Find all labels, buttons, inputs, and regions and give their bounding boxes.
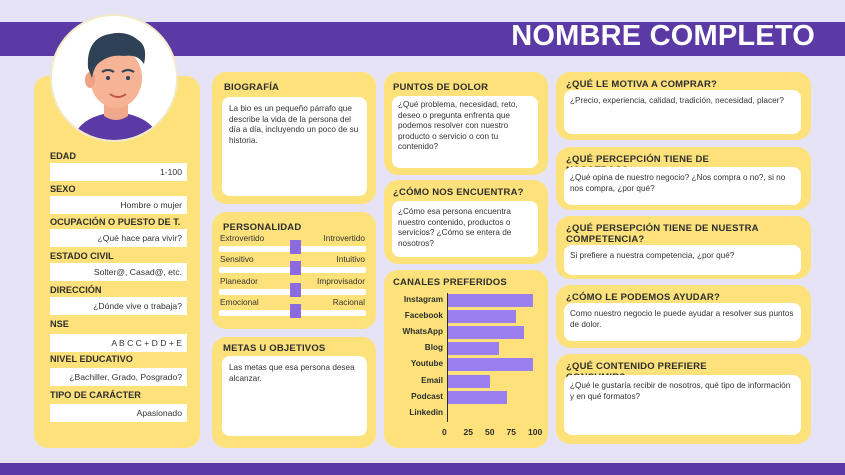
slider-marker bbox=[289, 261, 301, 275]
personality-slider: Emocional Racional bbox=[219, 297, 366, 318]
como-ayudar-text: Como nuestro negocio le puede ayudar a r… bbox=[570, 309, 794, 329]
biografia-box: La bio es un pequeño párrafo que describ… bbox=[222, 97, 367, 196]
page-title: NOMBRE COMPLETO bbox=[511, 20, 815, 52]
slider-marker bbox=[289, 304, 301, 318]
puntos-dolor-text: ¿Qué problema, necesidad, reto, deseo o … bbox=[398, 100, 518, 151]
contenido-consumir-box: ¿Qué le gustaría recibir de nosotros, qu… bbox=[564, 375, 801, 435]
field-label-sexo: SEXO bbox=[50, 184, 76, 194]
slider-left-label: Planeador bbox=[220, 276, 258, 286]
slider-right-label: Racional bbox=[332, 297, 365, 307]
percepcion-competencia-text: Si prefiere a nuestra competencia, ¿por … bbox=[570, 251, 735, 260]
footer-band bbox=[0, 463, 845, 475]
slider-marker bbox=[289, 283, 301, 297]
field-label-direccion: DIRECCIÓN bbox=[50, 285, 102, 295]
field-label-tipo-caracter: TIPO DE CARÁCTER bbox=[50, 390, 141, 400]
chart-x-tick-label: 100 bbox=[528, 427, 543, 437]
percepcion-competencia-title: ¿QUÉ PERSEPCIÓN TIENE DE NUESTRA COMPETE… bbox=[566, 223, 759, 245]
chart-bar bbox=[447, 310, 516, 324]
field-label-ocupacion: OCUPACIÓN O PUESTO DE T. bbox=[50, 217, 181, 227]
field-label-estado-civil: ESTADO CIVIL bbox=[50, 251, 114, 261]
slider-left-label: Emocional bbox=[220, 297, 259, 307]
como-encuentra-text: ¿Cómo esa persona encuentra nuestro cont… bbox=[398, 207, 512, 248]
personality-slider: Sensitivo Intuitivo bbox=[219, 254, 366, 275]
percepcion-nosotros-box: ¿Qué opina de nuestro negocio? ¿Nos comp… bbox=[564, 167, 801, 205]
avatar bbox=[50, 14, 178, 142]
como-encuentra-box: ¿Cómo esa persona encuentra nuestro cont… bbox=[392, 201, 538, 257]
chart-bar bbox=[447, 358, 533, 372]
biografia-text: La bio es un pequeño párrafo que describ… bbox=[229, 104, 359, 145]
chart-bar bbox=[447, 342, 499, 356]
field-value-edad: 1-100 bbox=[50, 163, 187, 181]
chart-x-tick-label: 50 bbox=[485, 427, 495, 437]
field-value-direccion: ¿Dónde vive o trabaja? bbox=[50, 297, 187, 315]
chart-x-tick-label: 25 bbox=[463, 427, 473, 437]
percepcion-competencia-box: Si prefiere a nuestra competencia, ¿por … bbox=[564, 245, 801, 275]
chart-bar bbox=[447, 390, 508, 404]
field-value-ocupacion: ¿Qué hace para vivir? bbox=[50, 229, 187, 247]
chart-x-tick-label: 75 bbox=[506, 427, 516, 437]
metas-title: METAS U OBJETIVOS bbox=[223, 343, 326, 354]
chart-category-label: Podcast bbox=[411, 391, 443, 401]
metas-text: Las metas que esa persona desea alcanzar… bbox=[229, 363, 355, 383]
biografia-title: BIOGRAFÍA bbox=[224, 82, 280, 93]
field-value-sexo: Hombre o mujer bbox=[50, 196, 187, 214]
field-value-estado-civil: Solter@, Casad@, etc. bbox=[50, 263, 187, 281]
personality-slider: Planeador Improvisador bbox=[219, 276, 366, 297]
chart-bar bbox=[447, 294, 533, 307]
metas-box: Las metas que esa persona desea alcanzar… bbox=[222, 356, 367, 436]
slider-right-label: Intuitivo bbox=[336, 254, 365, 264]
puntos-dolor-title: PUNTOS DE DOLOR bbox=[393, 82, 489, 93]
motiva-comprar-text: ¿Precio, experiencia, calidad, tradición… bbox=[570, 96, 784, 105]
chart-category-label: Youtube bbox=[410, 359, 443, 369]
field-value-nivel-educativo: ¿Bachiller, Grado, Posgrado? bbox=[50, 368, 187, 386]
chart-y-axis bbox=[447, 293, 448, 422]
field-value-tipo-caracter: Apasionado bbox=[50, 404, 187, 422]
personality-slider: Extrovertido Introvertido bbox=[219, 233, 366, 254]
slider-marker bbox=[289, 240, 301, 254]
como-ayudar-box: Como nuestro negocio le puede ayudar a r… bbox=[564, 303, 801, 341]
chart-bar bbox=[447, 374, 490, 388]
chart-bar bbox=[447, 326, 525, 340]
contenido-consumir-text: ¿Qué le gustaría recibir de nosotros, qu… bbox=[570, 381, 791, 401]
como-encuentra-title: ¿CÓMO NOS ENCUENTRA? bbox=[393, 187, 524, 198]
person-illustration bbox=[52, 16, 176, 140]
chart-category-label: Facebook bbox=[404, 311, 443, 321]
slider-right-label: Improvisador bbox=[317, 276, 365, 286]
field-label-nse: NSE bbox=[50, 319, 69, 329]
field-label-nivel-educativo: NIVEL EDUCATIVO bbox=[50, 354, 133, 364]
percepcion-nosotros-text: ¿Qué opina de nuestro negocio? ¿Nos comp… bbox=[570, 173, 786, 193]
field-label-edad: EDAD bbox=[50, 151, 77, 161]
canales-title: CANALES PREFERIDOS bbox=[393, 277, 507, 288]
personalidad-title: PERSONALIDAD bbox=[223, 222, 302, 233]
chart-category-label: WhatsApp bbox=[402, 327, 443, 337]
chart-category-label: Linkedin bbox=[409, 407, 443, 417]
chart-category-label: Blog bbox=[424, 343, 443, 353]
chart-category-label: Instagram bbox=[403, 295, 443, 304]
field-value-nse: A B C C + D D + E bbox=[50, 334, 187, 352]
slider-left-label: Sensitivo bbox=[220, 254, 254, 264]
chart-category-label: Email bbox=[421, 375, 443, 385]
motiva-comprar-box: ¿Precio, experiencia, calidad, tradición… bbox=[564, 90, 801, 134]
puntos-dolor-box: ¿Qué problema, necesidad, reto, deseo o … bbox=[392, 96, 538, 168]
como-ayudar-title: ¿CÓMO LE PODEMOS AYUDAR? bbox=[566, 292, 720, 303]
motiva-comprar-title: ¿QUÉ LE MOTIVA A COMPRAR? bbox=[566, 79, 718, 90]
slider-right-label: Introvertido bbox=[323, 233, 365, 243]
chart-x-tick-label: 0 bbox=[442, 427, 447, 437]
slider-left-label: Extrovertido bbox=[220, 233, 265, 243]
